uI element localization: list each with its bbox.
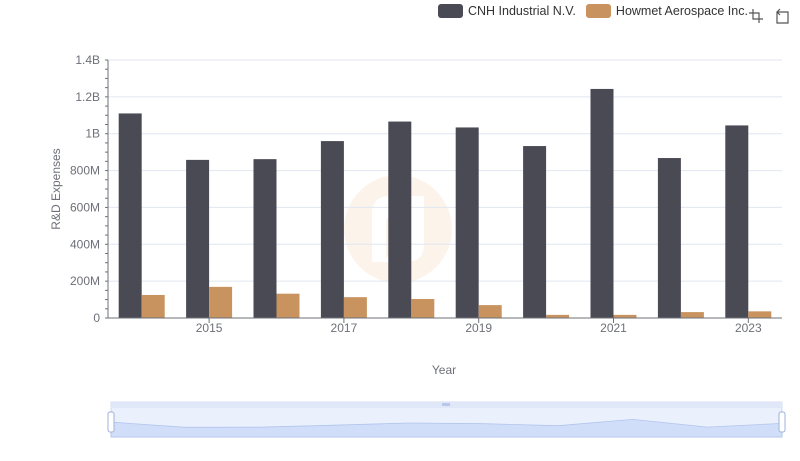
legend-swatch-cnh <box>438 4 463 18</box>
x-tick-label: 2017 <box>331 321 358 335</box>
bar-cnh-2020[interactable] <box>523 146 547 318</box>
restore-icon[interactable] <box>773 7 791 25</box>
y-tick-label: 1.2B <box>75 90 100 104</box>
bar-cnh-2018[interactable] <box>388 121 412 319</box>
x-tick-label: 2015 <box>196 321 223 335</box>
data-zoom-slider[interactable] <box>107 401 786 438</box>
x-axis: 2015 2017 2019 2021 2023 <box>108 317 782 335</box>
bar-cnh-2015[interactable] <box>186 159 210 318</box>
toolbox <box>747 7 791 25</box>
bar-cnh-2016[interactable] <box>253 159 277 318</box>
legend-item-cnh[interactable]: CNH Industrial N.V. <box>438 4 576 18</box>
y-axis-title: R&D Expenses <box>49 148 63 229</box>
bar-cnh-2023[interactable] <box>725 125 749 319</box>
bar-cnh-2014[interactable] <box>118 113 142 318</box>
y-tick-label: 1B <box>85 127 100 141</box>
bar-cnh-2017[interactable] <box>320 141 344 318</box>
bar-cnh-2021[interactable] <box>590 88 614 318</box>
y-tick-label: 200M <box>70 274 100 288</box>
data-zoom-move-handle-icon[interactable] <box>442 403 450 406</box>
data-zoom-right-handle[interactable] <box>778 411 786 433</box>
y-tick-label: 400M <box>70 237 100 251</box>
legend: CNH Industrial N.V. Howmet Aerospace Inc… <box>438 4 758 18</box>
y-tick-label: 0 <box>93 311 100 325</box>
bar-cnh-2019[interactable] <box>455 127 479 318</box>
legend-label-cnh: CNH Industrial N.V. <box>468 4 576 18</box>
legend-swatch-howmet <box>585 4 611 18</box>
bar-howmet-2022[interactable] <box>680 312 704 318</box>
legend-item-howmet[interactable]: Howmet Aerospace Inc. <box>585 4 748 18</box>
x-axis-title: Year <box>432 363 456 377</box>
bar-howmet-2016[interactable] <box>276 293 300 318</box>
bar-howmet-2021[interactable] <box>613 314 637 318</box>
bar-howmet-2017[interactable] <box>343 297 367 318</box>
x-tick-label: 2019 <box>465 321 492 335</box>
x-tick-label: 2023 <box>735 321 762 335</box>
bar-howmet-2015[interactable] <box>209 286 233 318</box>
y-tick-label: 600M <box>70 200 100 214</box>
grid-lines <box>108 59 782 282</box>
y-tick-label: 800M <box>70 164 100 178</box>
bar-cnh-2022[interactable] <box>657 158 681 318</box>
bar-howmet-2014[interactable] <box>141 294 165 318</box>
zoom-icon[interactable] <box>747 7 765 25</box>
legend-label-howmet: Howmet Aerospace Inc. <box>615 4 748 18</box>
bar-howmet-2023[interactable] <box>748 311 772 318</box>
bars <box>118 88 772 319</box>
y-tick-label: 1.4B <box>75 53 100 67</box>
bar-howmet-2020[interactable] <box>546 314 570 318</box>
bar-howmet-2018[interactable] <box>411 299 435 318</box>
data-zoom-left-handle[interactable] <box>107 411 115 433</box>
x-tick-label: 2021 <box>600 321 627 335</box>
bar-howmet-2019[interactable] <box>478 305 502 318</box>
data-zoom-selection[interactable] <box>111 408 782 437</box>
y-axis: 0 200M 400M 600M 800M 1B 1.2B 1.4B <box>70 53 109 325</box>
